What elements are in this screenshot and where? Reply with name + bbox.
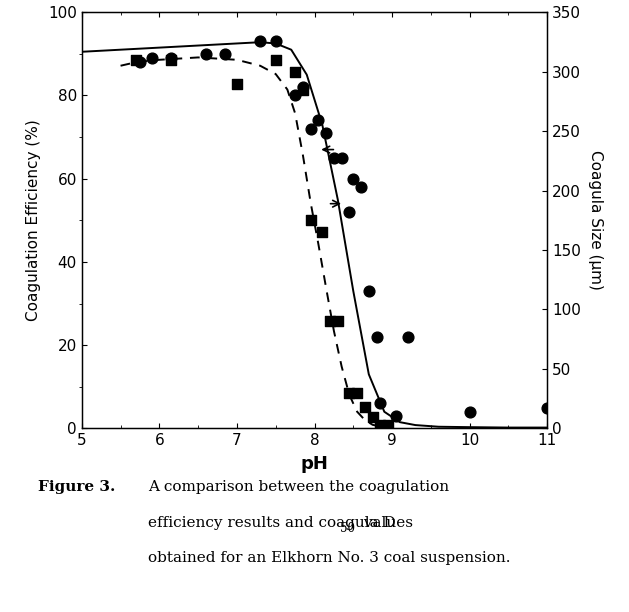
Point (298, 82, 308, 92)
Point (255, 37, 265, 47)
Point (348, 174, 359, 184)
Point (372, 332, 382, 341)
Point (345, 388, 355, 398)
Point (367, 412, 377, 422)
Text: values: values (359, 516, 413, 530)
Point (147, 53, 157, 63)
Point (220, 49, 230, 59)
Point (306, 124, 316, 133)
Point (391, 411, 401, 421)
Point (329, 153, 339, 163)
Point (337, 153, 347, 163)
Text: 50: 50 (340, 522, 355, 535)
Text: efficiency results and coagula D: efficiency results and coagula D (148, 516, 396, 530)
Text: Figure 3.: Figure 3. (38, 480, 115, 494)
Point (325, 316, 335, 326)
Point (364, 286, 374, 296)
Point (383, 420, 393, 430)
Point (333, 316, 343, 326)
Point (270, 55, 281, 65)
Point (352, 388, 362, 398)
Point (290, 91, 300, 100)
Point (403, 332, 413, 341)
Point (135, 58, 145, 67)
Point (290, 67, 300, 76)
Text: A comparison between the coagulation: A comparison between the coagulation (148, 480, 449, 494)
Point (166, 55, 176, 65)
Y-axis label: Coagula Size (μm): Coagula Size (μm) (588, 151, 603, 290)
Point (131, 55, 141, 65)
Point (166, 53, 176, 63)
Point (313, 116, 323, 125)
Y-axis label: Coagulation Efficiency (%): Coagulation Efficiency (%) (26, 119, 41, 321)
Point (465, 407, 475, 417)
Point (321, 128, 331, 138)
Point (360, 402, 370, 412)
Point (298, 84, 308, 94)
Point (317, 227, 327, 237)
Point (542, 403, 552, 412)
Text: obtained for an Elkhorn No. 3 coal suspension.: obtained for an Elkhorn No. 3 coal suspe… (148, 551, 510, 565)
Point (376, 398, 386, 408)
Point (345, 207, 355, 217)
Point (356, 182, 366, 192)
Point (306, 215, 316, 225)
Point (270, 37, 281, 47)
Point (376, 420, 386, 430)
Point (232, 79, 242, 89)
X-axis label: pH: pH (301, 455, 328, 473)
Point (201, 49, 211, 59)
